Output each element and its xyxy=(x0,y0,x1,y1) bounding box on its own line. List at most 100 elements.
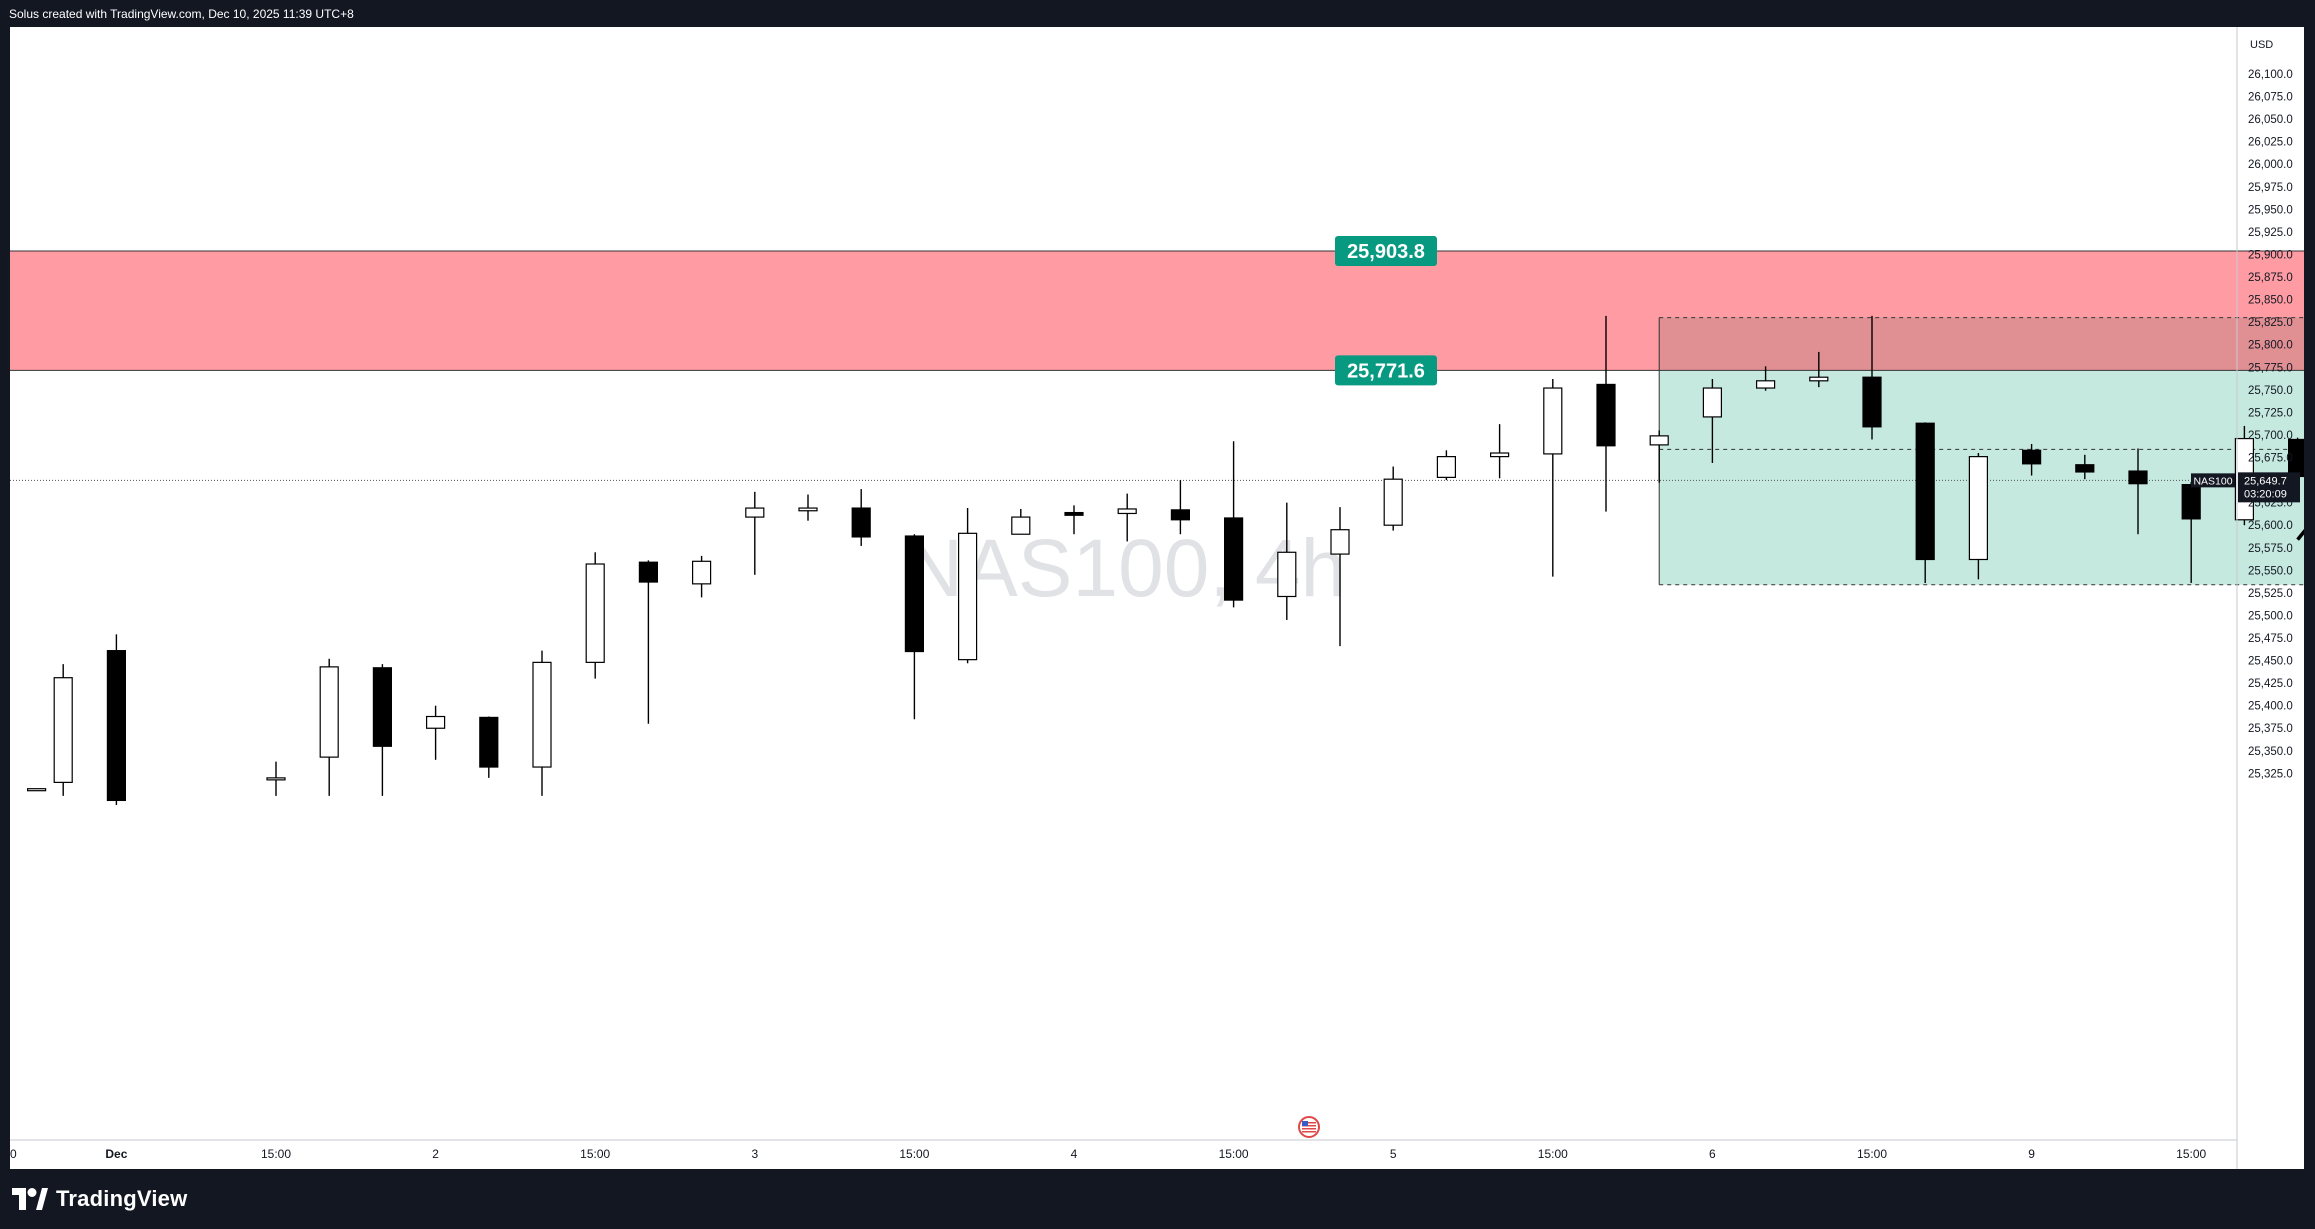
candle[interactable] xyxy=(691,555,712,598)
candle[interactable] xyxy=(904,534,925,720)
candle[interactable] xyxy=(1968,453,1989,580)
price-labels-layer: 25,903.8 25,771.6 NAS100 25,649.703:20:09 xyxy=(1335,236,2300,503)
candle[interactable] xyxy=(266,761,286,796)
candle-body-bullish xyxy=(957,532,978,661)
candle[interactable] xyxy=(426,705,446,760)
candle[interactable] xyxy=(1596,315,1616,512)
price-tick-label: 25,675.0 xyxy=(2248,453,2293,465)
candle[interactable] xyxy=(1649,430,1669,483)
candle[interactable] xyxy=(1543,379,1563,577)
candle[interactable] xyxy=(957,508,978,664)
time-tick-label: 6 xyxy=(1709,1147,1716,1161)
candle[interactable] xyxy=(1330,507,1350,647)
price-tick-label: 25,925.0 xyxy=(2248,227,2293,239)
candle[interactable] xyxy=(27,788,47,792)
candle[interactable] xyxy=(2021,443,2042,476)
brand-text: TradingView xyxy=(56,1186,188,1211)
candle-body-bullish xyxy=(1543,387,1563,455)
candle[interactable] xyxy=(372,664,392,796)
time-tick-label: 15:00 xyxy=(1857,1147,1887,1161)
candle[interactable] xyxy=(532,650,552,796)
candle[interactable] xyxy=(1223,441,1244,608)
tradingview-brand[interactable]: TradingView xyxy=(12,1185,187,1213)
candle[interactable] xyxy=(585,552,605,679)
candle-body-bearish xyxy=(2181,483,2201,520)
candle[interactable] xyxy=(638,560,659,724)
candle-body-bearish xyxy=(904,535,925,653)
price-tick-label: 25,775.0 xyxy=(2248,362,2293,374)
chart-watermark: NAS100, 4h xyxy=(904,523,1346,614)
candle-body-bullish xyxy=(1117,508,1137,515)
candle[interactable] xyxy=(1755,366,1776,391)
candle[interactable] xyxy=(2128,448,2148,535)
caption-bar: Solus created with TradingView.com, Dec … xyxy=(0,0,2315,27)
candle[interactable] xyxy=(798,494,818,521)
candle[interactable] xyxy=(1862,315,1882,440)
price-tick-label: 25,750.0 xyxy=(2248,385,2293,397)
candle[interactable] xyxy=(1809,351,1829,388)
badge-bg xyxy=(1335,355,1437,386)
candle-body-bullish xyxy=(1011,516,1031,535)
candle[interactable] xyxy=(1436,450,1457,481)
candle[interactable] xyxy=(479,716,499,778)
price-tick-label: 25,700.0 xyxy=(2248,430,2293,442)
candle-body-bearish xyxy=(2021,449,2042,465)
us-flag-event-icon[interactable] xyxy=(1298,1116,1320,1138)
price-tick-label: 25,950.0 xyxy=(2248,204,2293,216)
price-level-badge[interactable]: 25,771.6 xyxy=(1335,355,1437,386)
candle-body-bullish xyxy=(53,677,73,783)
candle[interactable] xyxy=(53,664,73,796)
price-tick-label: 25,425.0 xyxy=(2248,678,2293,690)
candle[interactable] xyxy=(1383,466,1403,531)
candle-body-bullish xyxy=(1649,435,1669,446)
time-tick-label: 3 xyxy=(751,1147,758,1161)
candle-body-bearish xyxy=(372,667,392,747)
candle[interactable] xyxy=(1170,480,1191,535)
candle-body-bearish xyxy=(1223,517,1244,601)
time-tick-label: 00 xyxy=(10,1147,17,1161)
candle[interactable] xyxy=(1117,493,1137,542)
price-tick-label: 25,800.0 xyxy=(2248,340,2293,352)
candle-body-bullish xyxy=(1702,387,1723,418)
candle[interactable] xyxy=(1064,505,1084,535)
candle[interactable] xyxy=(1915,422,1935,583)
candle-body-bearish xyxy=(851,507,871,538)
chart-area[interactable]: Daily Bearish FVG NAS100, 4h USD 26,100.0… xyxy=(10,27,2304,1169)
badge-text: 25,771.6 xyxy=(1347,360,1425,382)
candle[interactable] xyxy=(1011,508,1031,535)
candlestick-chart[interactable]: Daily Bearish FVG NAS100, 4h USD 26,100.0… xyxy=(10,27,2304,1169)
candle[interactable] xyxy=(745,491,765,575)
price-tick-label: 26,000.0 xyxy=(2248,159,2293,171)
candle-body-bearish xyxy=(1915,422,1935,561)
candle[interactable] xyxy=(2075,454,2095,480)
candle-body-bearish xyxy=(638,561,659,583)
watermark-layer: NAS100, 4h xyxy=(904,523,1346,614)
candle[interactable] xyxy=(106,634,127,805)
candle[interactable] xyxy=(851,489,871,546)
candle-body-bearish xyxy=(1170,509,1191,521)
price-tick-label: 25,350.0 xyxy=(2248,746,2293,758)
candle[interactable] xyxy=(1489,424,1510,479)
candle-body-bearish xyxy=(1596,383,1616,447)
candle-body-bullish xyxy=(745,507,765,518)
candle[interactable] xyxy=(319,658,339,796)
candle-body-bullish xyxy=(585,563,605,663)
zones-layer: Daily Bearish FVG xyxy=(10,251,2304,586)
candle-body-bearish xyxy=(2075,464,2095,473)
candle-body-bullish xyxy=(1383,478,1403,526)
price-tick-label: 25,550.0 xyxy=(2248,565,2293,577)
candle-body-bearish xyxy=(1862,376,1882,428)
symbol-tag-bg xyxy=(2191,473,2235,488)
symbol-tag-text: NAS100 xyxy=(2193,475,2232,487)
levels-layer xyxy=(10,250,2304,481)
candle-body-bearish xyxy=(2128,470,2148,485)
candle-body-bearish xyxy=(479,716,499,768)
price-level-badge[interactable]: 25,903.8 xyxy=(1335,236,1437,267)
time-tick-label: 15:00 xyxy=(899,1147,929,1161)
candle[interactable] xyxy=(1702,379,1723,463)
price-tick-label: 25,325.0 xyxy=(2248,768,2293,780)
zone-overlap xyxy=(1659,317,2304,371)
misc-layer xyxy=(1298,1116,1320,1138)
flag-stripe xyxy=(1302,1128,1316,1130)
candle[interactable] xyxy=(1277,502,1297,620)
